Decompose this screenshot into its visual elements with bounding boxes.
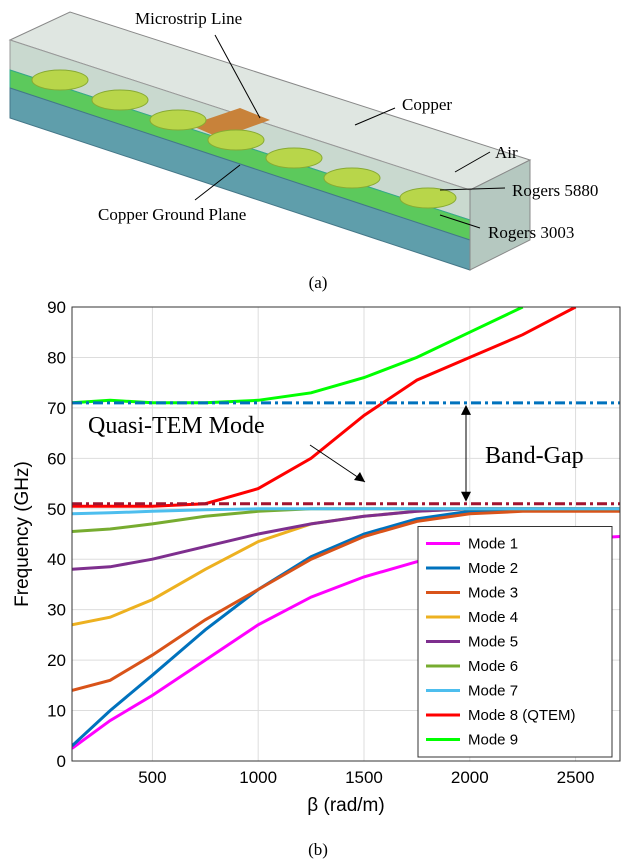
y-tick-label: 50 bbox=[47, 500, 66, 519]
label: Rogers 5880 bbox=[512, 181, 598, 200]
y-tick-label: 60 bbox=[47, 449, 66, 468]
label: Microstrip Line bbox=[135, 9, 242, 28]
x-tick-label: 2000 bbox=[451, 768, 489, 787]
y-tick-label: 80 bbox=[47, 348, 66, 367]
y-tick-label: 40 bbox=[47, 550, 66, 569]
label: Air bbox=[495, 143, 518, 162]
x-tick-label: 1000 bbox=[239, 768, 277, 787]
y-tick-label: 90 bbox=[47, 298, 66, 317]
label: Copper Ground Plane bbox=[98, 205, 246, 224]
caption: (b) bbox=[308, 840, 328, 859]
legend-label: Mode 1 bbox=[468, 536, 518, 553]
caption: (a) bbox=[309, 273, 328, 292]
legend-label: Mode 8 (QTEM) bbox=[468, 707, 576, 724]
label: Copper bbox=[402, 95, 452, 114]
y-tick-label: 70 bbox=[47, 399, 66, 418]
y-axis-label: Frequency (GHz) bbox=[12, 461, 33, 607]
x-tick-label: 1500 bbox=[345, 768, 383, 787]
x-axis-label: β (rad/m) bbox=[307, 795, 384, 816]
legend-label: Mode 5 bbox=[468, 634, 518, 651]
x-tick-label: 500 bbox=[138, 768, 166, 787]
annotation: Band-Gap bbox=[485, 443, 584, 469]
legend-label: Mode 2 bbox=[468, 560, 518, 577]
legend-label: Mode 3 bbox=[468, 585, 518, 602]
legend-label: Mode 9 bbox=[468, 732, 518, 749]
y-tick-label: 20 bbox=[47, 651, 66, 670]
annotation: Quasi-TEM Mode bbox=[88, 413, 265, 439]
legend-label: Mode 7 bbox=[468, 683, 518, 700]
label: Rogers 3003 bbox=[488, 223, 574, 242]
diagram: Microstrip Line Copper Air Rogers 5880 R… bbox=[10, 9, 598, 292]
legend-label: Mode 4 bbox=[468, 609, 518, 626]
legend-label: Mode 6 bbox=[468, 658, 518, 675]
y-tick-label: 0 bbox=[57, 752, 66, 771]
y-tick-label: 30 bbox=[47, 601, 66, 620]
y-tick-label: 10 bbox=[47, 702, 66, 721]
x-tick-label: 2500 bbox=[557, 768, 595, 787]
figure: Microstrip Line Copper Air Rogers 5880 R… bbox=[0, 0, 637, 863]
